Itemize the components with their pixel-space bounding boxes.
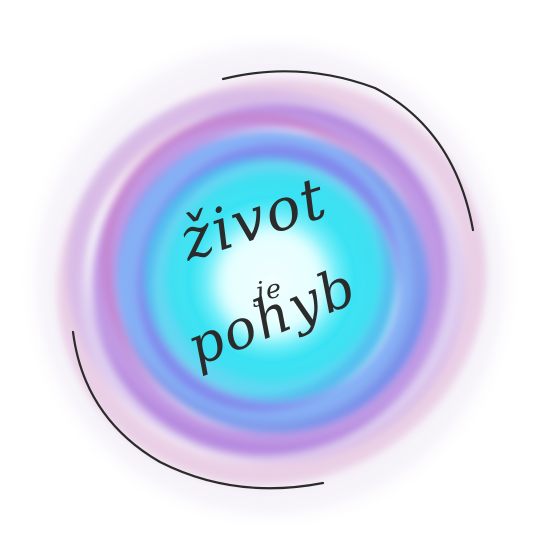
core-glow <box>217 227 327 337</box>
orbit-arc-icon <box>71 70 475 490</box>
ring-purple <box>91 104 449 456</box>
orbit-arc-bottom-left <box>71 330 325 490</box>
orbit-arc-top-right <box>221 70 475 232</box>
